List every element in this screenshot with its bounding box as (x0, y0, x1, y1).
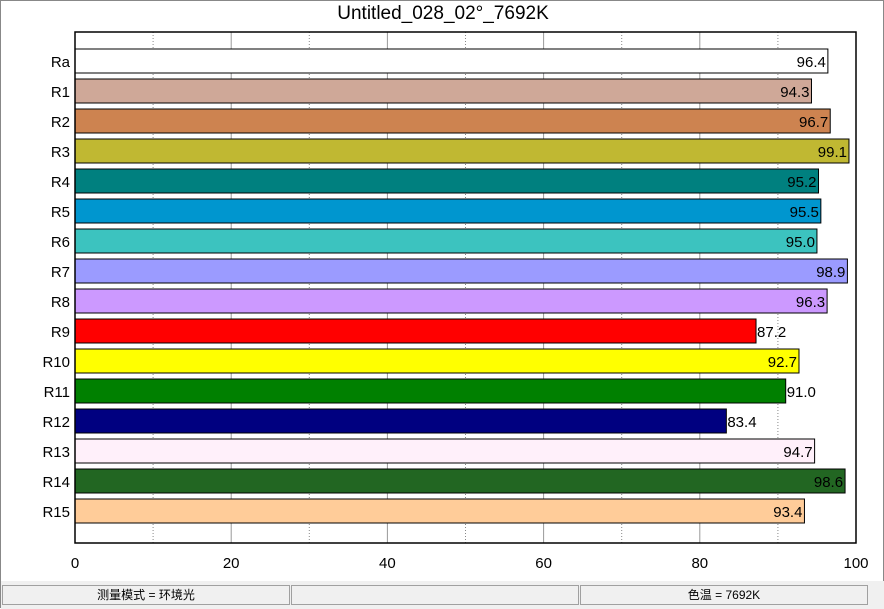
bar-label-R9: 87.2 (757, 324, 786, 341)
category-label-Ra: Ra (51, 54, 71, 71)
cri-bar-chart: 96.4 Ra 94.3 R1 96.7 R2 99.1 R3 95.2 R4 95.5 R5 95.0… (42, 31, 869, 572)
bar-label-R11: 91.0 (787, 384, 816, 401)
bar-R15 (74, 498, 805, 524)
bar-label-R7: 98.9 (816, 264, 845, 281)
bar-R6 (74, 228, 818, 254)
bar-R5 (74, 198, 822, 224)
status-cct: 色温 = 7692K (580, 585, 868, 605)
bar-R12 (74, 408, 727, 434)
bar-label-R5: 95.5 (790, 204, 819, 221)
x-tick-label: 80 (691, 555, 708, 572)
bar-label-R14: 98.6 (814, 474, 843, 491)
bar-R3 (74, 138, 850, 164)
bar-label-R10: 92.7 (768, 354, 797, 371)
x-tick-label: 100 (843, 555, 868, 572)
bar-R9 (74, 318, 757, 344)
status-measure-mode: 测量模式 = 环境光 (2, 585, 290, 605)
bar-R13 (74, 438, 816, 464)
x-tick-label: 40 (379, 555, 396, 572)
x-tick-label: 20 (223, 555, 240, 572)
category-label-R7: R7 (51, 264, 70, 281)
category-label-R2: R2 (51, 114, 70, 131)
bar-R2 (74, 108, 831, 134)
bar-label-R13: 94.7 (783, 444, 812, 461)
bar-label-R8: 96.3 (796, 294, 825, 311)
category-label-R11: R11 (44, 384, 70, 401)
bar-label-R15: 93.4 (773, 504, 802, 521)
bar-label-R12: 83.4 (727, 414, 756, 431)
category-label-R14: R14 (42, 474, 70, 491)
category-label-R10: R10 (42, 354, 70, 371)
bar-label-R4: 95.2 (787, 174, 816, 191)
category-label-R3: R3 (51, 144, 70, 161)
category-label-R15: R15 (42, 504, 70, 521)
category-label-R6: R6 (51, 234, 70, 251)
category-label-R12: R12 (42, 414, 70, 431)
category-label-R9: R9 (51, 324, 70, 341)
category-label-R4: R4 (51, 174, 70, 191)
bar-R10 (74, 348, 800, 374)
category-label-R8: R8 (51, 294, 70, 311)
bar-R1 (74, 78, 812, 104)
bar-label-R3: 99.1 (818, 144, 847, 161)
category-label-R1: R1 (51, 84, 70, 101)
bar-label-R2: 96.7 (799, 114, 828, 131)
bar-R14 (74, 468, 846, 494)
status-middle (291, 585, 579, 605)
bar-R7 (74, 258, 848, 284)
x-tick-label: 0 (71, 555, 79, 572)
bar-Ra (74, 48, 829, 74)
bar-label-R1: 94.3 (780, 84, 809, 101)
x-tick-label: 60 (535, 555, 552, 572)
category-label-R13: R13 (42, 444, 70, 461)
bar-label-Ra: 96.4 (797, 54, 826, 71)
bar-R4 (74, 168, 820, 194)
bar-R8 (74, 288, 828, 314)
category-label-R5: R5 (51, 204, 70, 221)
bar-R11 (74, 378, 787, 404)
chart-title: Untitled_028_02°_7692K (337, 3, 549, 24)
bar-label-R6: 95.0 (786, 234, 815, 251)
plot-frame (74, 31, 857, 544)
